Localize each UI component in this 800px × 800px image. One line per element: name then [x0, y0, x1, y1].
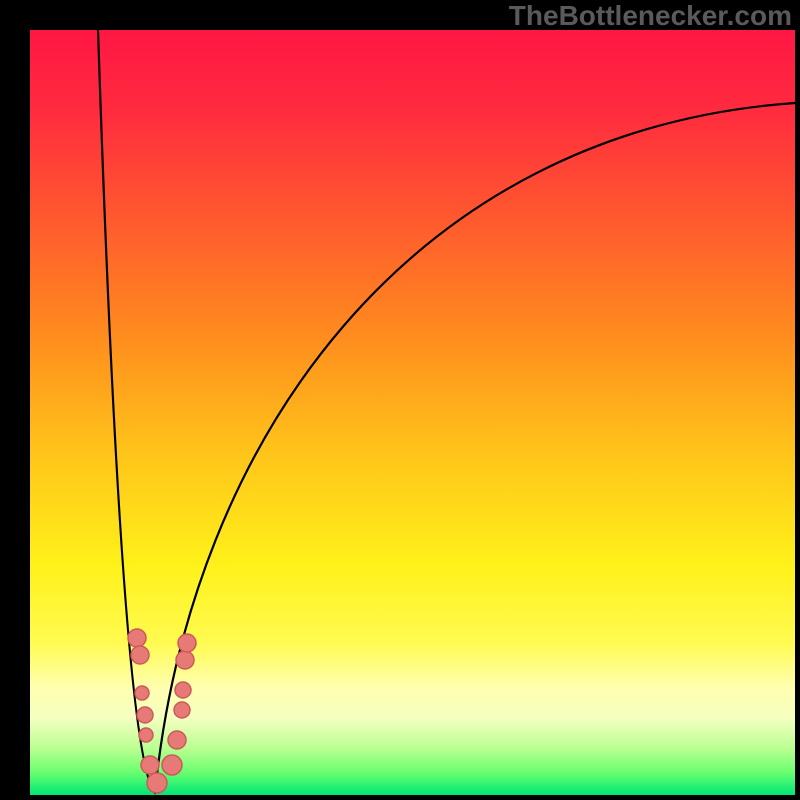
data-marker	[178, 634, 196, 652]
data-marker	[141, 756, 159, 774]
chart-container: TheBottlenecker.com	[0, 0, 800, 800]
curve-layer	[0, 0, 800, 800]
data-marker	[168, 731, 186, 749]
right-curve	[155, 103, 795, 793]
data-marker	[135, 686, 149, 700]
data-markers	[128, 629, 196, 793]
data-marker	[128, 629, 146, 647]
data-marker	[137, 707, 153, 723]
data-marker	[176, 651, 194, 669]
data-marker	[139, 728, 153, 742]
watermark-text: TheBottlenecker.com	[509, 0, 792, 32]
data-marker	[131, 646, 149, 664]
data-marker	[174, 702, 190, 718]
data-marker	[147, 773, 167, 793]
left-curve	[98, 30, 155, 793]
data-marker	[175, 682, 191, 698]
data-marker	[162, 755, 182, 775]
